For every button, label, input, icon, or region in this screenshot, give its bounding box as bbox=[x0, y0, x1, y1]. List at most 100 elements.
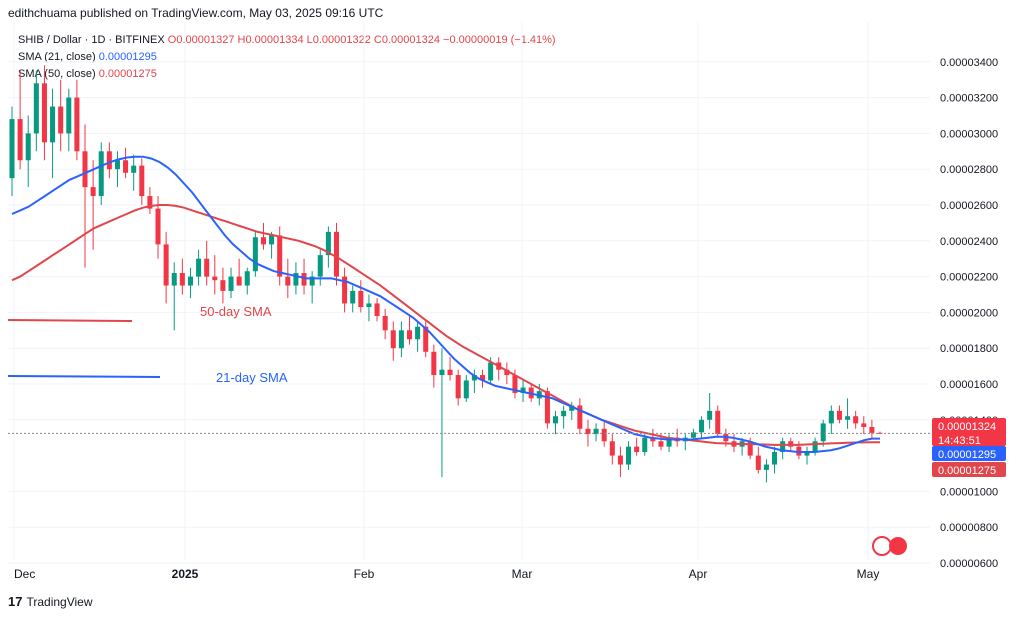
sma50-annotation: 50-day SMA bbox=[200, 304, 272, 319]
y-tick-label: 0.00003000 bbox=[940, 128, 998, 140]
candle-body bbox=[66, 97, 72, 134]
candle-body bbox=[544, 391, 550, 424]
candle-body bbox=[236, 276, 242, 286]
candle-body bbox=[820, 423, 826, 442]
candle-body bbox=[382, 315, 388, 331]
candle-body bbox=[666, 437, 672, 447]
sma50-row[interactable]: SMA (50, close) 0.00001275 bbox=[18, 66, 556, 83]
candle-body bbox=[269, 235, 275, 245]
x-tick-label: Mar bbox=[512, 567, 533, 581]
candle-body bbox=[755, 455, 761, 470]
candle-body bbox=[512, 375, 518, 393]
candle-body bbox=[455, 375, 461, 399]
sma21-row[interactable]: SMA (21, close) 0.00001295 bbox=[18, 49, 556, 66]
candle-body bbox=[699, 419, 705, 433]
candle-body bbox=[642, 437, 648, 453]
candle-body bbox=[804, 452, 810, 456]
candle-body bbox=[561, 410, 567, 417]
candle-body bbox=[747, 441, 753, 456]
candle-body bbox=[98, 151, 104, 197]
time-axis[interactable]: Dec 2025 Feb Mar Apr May bbox=[14, 567, 879, 581]
candle-body bbox=[114, 160, 120, 170]
sma50-tag-bg bbox=[932, 462, 1006, 477]
candle-body bbox=[845, 416, 851, 420]
candle-body bbox=[41, 83, 47, 143]
price-tags: 0.00001324 14:43:51 0.00001295 0.00001275 bbox=[932, 418, 1006, 477]
candle-body bbox=[285, 276, 291, 286]
candle-body bbox=[504, 369, 510, 376]
price-axis[interactable]: 0.00003400 0.00003200 0.00003000 0.00002800… bbox=[940, 57, 998, 570]
candle-body bbox=[836, 410, 842, 420]
last-price-tag-text: 0.00001324 bbox=[938, 421, 996, 433]
symbol-label[interactable]: SHIB / Dollar · 1D · BITFINEX bbox=[18, 34, 165, 46]
candle-body bbox=[82, 151, 88, 188]
candle-body bbox=[33, 83, 39, 134]
y-tick-label: 0.00003400 bbox=[940, 57, 998, 69]
candle-body bbox=[74, 97, 80, 152]
candle-body bbox=[828, 410, 834, 424]
candle-body bbox=[772, 452, 778, 465]
candle-body bbox=[106, 151, 112, 170]
candle-body bbox=[447, 369, 453, 376]
y-tick-label: 0.00000600 bbox=[940, 558, 998, 570]
sma50-tag-text: 0.00001275 bbox=[938, 465, 996, 477]
candle-body bbox=[861, 423, 867, 427]
candle-body bbox=[244, 271, 250, 286]
candle-body bbox=[869, 426, 875, 433]
publisher-line: edithchuama published on TradingView.com… bbox=[8, 6, 384, 20]
candle-body bbox=[58, 106, 64, 134]
candle-body bbox=[260, 237, 266, 245]
x-tick-label: Apr bbox=[689, 567, 708, 581]
candle-body bbox=[853, 416, 859, 424]
snapshot-icon[interactable] bbox=[872, 536, 892, 556]
x-tick-label: Dec bbox=[14, 567, 35, 581]
candle-body bbox=[179, 273, 185, 286]
candle-body bbox=[171, 273, 177, 286]
footer: 17 TradingView bbox=[8, 594, 93, 609]
candle-body bbox=[90, 187, 96, 197]
last-price-tag-text: 14:43:51 bbox=[938, 435, 981, 447]
reference-lines bbox=[7, 319, 161, 378]
candle-body bbox=[25, 133, 31, 161]
sma21-tag-text: 0.00001295 bbox=[938, 449, 996, 461]
candle-body bbox=[252, 237, 258, 272]
sma50-label: SMA (50, close) bbox=[18, 68, 96, 80]
last-price-tag-bg bbox=[932, 418, 1006, 446]
y-tick-label: 0.00000800 bbox=[940, 522, 998, 534]
candle-body bbox=[715, 410, 721, 435]
candle-body bbox=[333, 231, 340, 277]
candle-body bbox=[650, 437, 656, 442]
y-tick-label: 0.00002400 bbox=[940, 236, 998, 248]
candle-body bbox=[617, 455, 623, 465]
candle-body bbox=[569, 405, 575, 411]
candle-body bbox=[626, 446, 632, 465]
candle-body bbox=[488, 362, 494, 381]
snapshot-badge[interactable] bbox=[872, 536, 907, 556]
candle-body bbox=[593, 428, 599, 435]
sma21-annotation-line bbox=[7, 375, 161, 378]
candle-body bbox=[707, 410, 713, 420]
tradingview-logo-icon[interactable]: 17 bbox=[8, 594, 23, 609]
candle-body bbox=[658, 441, 664, 447]
snapshot-icon-2[interactable] bbox=[889, 537, 907, 555]
candle-body bbox=[406, 330, 413, 340]
chart-legend: SHIB / Dollar · 1D · BITFINEX O0.0000132… bbox=[18, 32, 556, 83]
candle-body bbox=[277, 235, 283, 277]
change-value: −0.00000019 (−1.41%) bbox=[443, 34, 556, 46]
sma21-value: 0.00001295 bbox=[98, 51, 157, 63]
candle-body bbox=[212, 276, 218, 281]
sma50-annotation-line bbox=[7, 319, 133, 322]
candle-body bbox=[342, 276, 348, 304]
tradingview-brand[interactable]: TradingView bbox=[26, 594, 93, 609]
candle-body bbox=[17, 119, 23, 161]
candle-body bbox=[350, 290, 356, 304]
candle-body bbox=[812, 441, 818, 453]
y-tick-label: 0.00001600 bbox=[940, 379, 998, 391]
x-tick-label: Feb bbox=[354, 567, 375, 581]
candle-body bbox=[155, 208, 161, 245]
candle-body bbox=[415, 326, 421, 340]
candle-body bbox=[187, 276, 193, 286]
candle-body bbox=[131, 165, 137, 173]
candle-body bbox=[317, 255, 323, 277]
